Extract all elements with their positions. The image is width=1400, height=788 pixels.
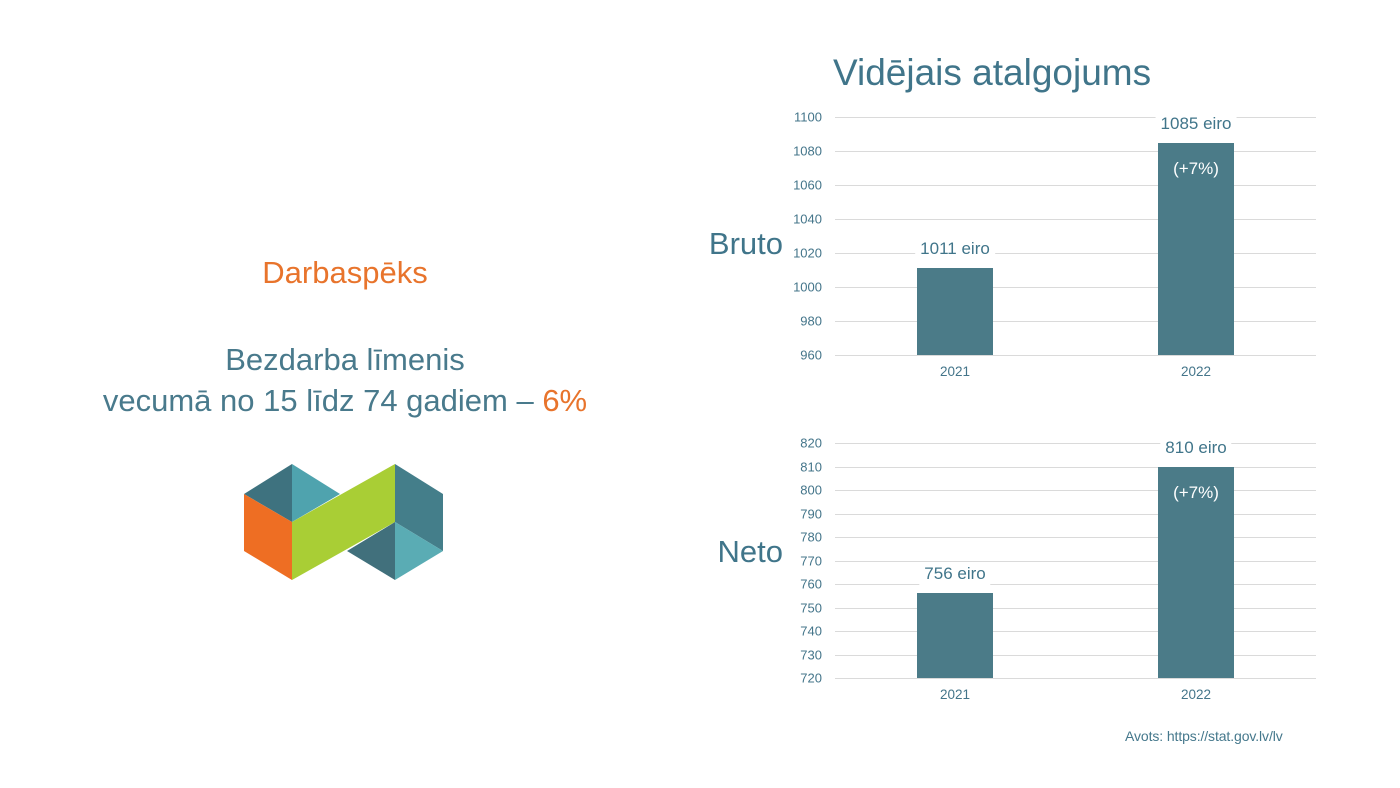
x-tick-label: 2021 <box>939 687 971 702</box>
y-tick-label: 750 <box>800 600 822 615</box>
unemployment-line1: Bezdarba līmenis <box>225 342 465 377</box>
y-tick-label: 790 <box>800 506 822 521</box>
y-tick-label: 960 <box>800 347 822 363</box>
gridline <box>835 513 1316 515</box>
y-tick-label: 980 <box>800 313 822 329</box>
unemployment-line2: vecumā no 15 līdz 74 gadiem – <box>102 383 543 418</box>
gridline <box>835 584 1316 585</box>
gridline <box>835 537 1316 538</box>
logo-left-face <box>244 494 292 580</box>
logo-bottom-right-face <box>395 522 443 580</box>
group-label-neto: Neto <box>717 533 783 569</box>
gridline <box>835 490 1316 491</box>
y-tick-label: 810 <box>800 459 822 474</box>
bar-bruto-2021 <box>917 268 993 355</box>
csp-logo-icon <box>244 464 443 580</box>
y-tick-label: 780 <box>800 529 822 545</box>
bar-annotation: (+7%) <box>1173 482 1219 502</box>
y-tick-label: 740 <box>800 623 822 639</box>
logo-top-right-face <box>292 464 340 522</box>
y-tick-label: 720 <box>800 670 822 686</box>
y-tick-label: 760 <box>800 576 822 592</box>
bar-value-label: 756 eiro <box>919 563 991 586</box>
left-panel: Darbaspēks Bezdarba līmenis vecumā no 15… <box>45 0 645 788</box>
bar-annotation: (+7%) <box>1173 158 1219 178</box>
gridline <box>835 355 1316 356</box>
x-tick-label: 2022 <box>1180 364 1212 379</box>
bar-value-label: 1011 eiro <box>915 238 995 261</box>
logo-top-left-face <box>244 464 292 522</box>
y-tick-label: 1060 <box>793 177 822 193</box>
gridline <box>835 185 1316 186</box>
chart-neto: 720 730 740 750 760 770 780 790 800 810 820 756 eir… <box>718 436 1316 702</box>
bar-neto-2022 <box>1158 466 1234 678</box>
logo-bottom-left-face <box>347 522 395 580</box>
logo-band <box>292 464 395 580</box>
y-tick-label: 1020 <box>793 245 822 261</box>
gridline <box>835 321 1316 322</box>
gridline <box>835 631 1316 632</box>
y-tick-label: 820 <box>800 435 822 451</box>
y-tick-label: 770 <box>800 553 822 568</box>
y-tick-label: 1000 <box>793 279 822 295</box>
group-label-bruto: Bruto <box>708 226 783 262</box>
bar-value-label: 810 eiro <box>1160 436 1232 459</box>
source-text: Avots: https://stat.gov.lv/lv <box>1125 728 1283 744</box>
gridline <box>835 253 1316 254</box>
unemployment-rate-value: 6% <box>542 383 588 418</box>
y-tick-label: 800 <box>800 482 822 498</box>
bar-neto-2021 <box>917 593 993 678</box>
unemployment-text: Bezdarba līmenis vecumā no 15 līdz 74 ga… <box>45 339 645 421</box>
y-tick-label: 1080 <box>793 143 822 159</box>
gridline <box>835 151 1316 152</box>
chart-bruto: 960 980 1000 1020 1040 1060 1080 1100 1011 eiro 2… <box>709 110 1316 379</box>
labour-force-heading: Darbaspēks <box>262 255 428 290</box>
gridline <box>835 287 1316 288</box>
gridline <box>835 443 1316 444</box>
x-tick-label: 2021 <box>939 364 971 379</box>
bar-bruto-2022 <box>1158 142 1234 355</box>
gridline <box>835 466 1316 468</box>
bar-value-label: 1085 eiro <box>1155 112 1237 135</box>
page-title: Vidējais atalgojums <box>833 52 1152 93</box>
y-tick-label: 730 <box>800 647 822 662</box>
gridline <box>835 607 1316 609</box>
x-tick-label: 2022 <box>1180 687 1212 702</box>
gridline <box>835 117 1316 118</box>
y-tick-label: 1040 <box>793 211 822 227</box>
gridline <box>835 560 1316 562</box>
y-tick-label: 1100 <box>794 109 822 125</box>
gridline <box>835 678 1316 679</box>
gridline <box>835 219 1316 220</box>
gridline <box>835 654 1316 656</box>
